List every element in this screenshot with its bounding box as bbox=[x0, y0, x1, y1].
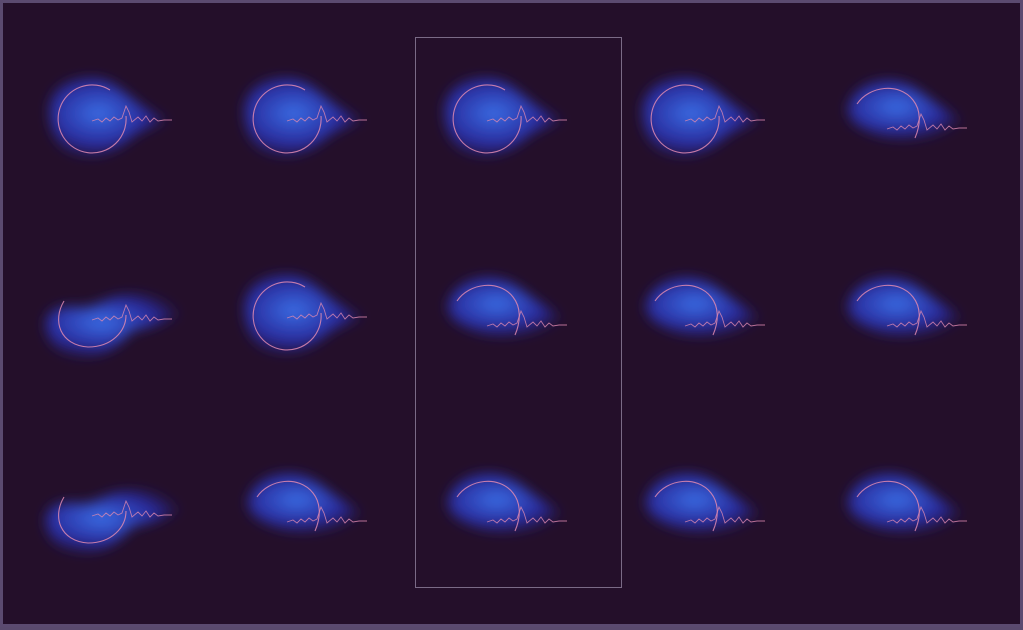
thumbnail-r1-c1[interactable] bbox=[8, 28, 208, 208]
blob-glow-icon bbox=[248, 473, 369, 533]
blob-glow-icon bbox=[45, 490, 184, 554]
thumbnail-r1-c4[interactable] bbox=[601, 28, 801, 208]
thumbnail-r1-c5[interactable] bbox=[803, 28, 1003, 208]
thumbnail-r2-c5[interactable] bbox=[803, 225, 1003, 405]
blob-glow-icon bbox=[448, 473, 569, 533]
thumbnail-r2-c3[interactable] bbox=[403, 225, 603, 405]
blob-glow-icon bbox=[848, 473, 969, 533]
blob-glow-icon bbox=[45, 294, 184, 358]
blob-glow-icon bbox=[244, 274, 367, 354]
thumbnail-r2-c4[interactable] bbox=[601, 225, 801, 405]
blob-glow-icon bbox=[244, 77, 367, 157]
blob-glow-icon bbox=[444, 77, 567, 157]
thumbnail-grid bbox=[3, 3, 1023, 630]
thumbnail-r3-c4[interactable] bbox=[601, 421, 801, 601]
blob-glow-icon bbox=[646, 473, 767, 533]
blob-glow-icon bbox=[49, 77, 172, 157]
thumbnail-r1-c3[interactable] bbox=[403, 28, 603, 208]
thumbnail-r3-c2[interactable] bbox=[203, 421, 403, 601]
thumbnail-r2-c2[interactable] bbox=[203, 225, 403, 405]
thumbnail-r2-c1[interactable] bbox=[8, 225, 208, 405]
blob-glow-icon bbox=[448, 277, 569, 337]
thumbnail-r3-c3[interactable] bbox=[403, 421, 603, 601]
blob-glow-icon bbox=[642, 77, 765, 157]
thumbnail-r3-c1[interactable] bbox=[8, 421, 208, 601]
thumbnail-r1-c2[interactable] bbox=[203, 28, 403, 208]
blob-glow-icon bbox=[848, 277, 969, 337]
thumbnail-r3-c5[interactable] bbox=[803, 421, 1003, 601]
blob-glow-icon bbox=[646, 277, 767, 337]
blob-glow-icon bbox=[848, 80, 969, 140]
